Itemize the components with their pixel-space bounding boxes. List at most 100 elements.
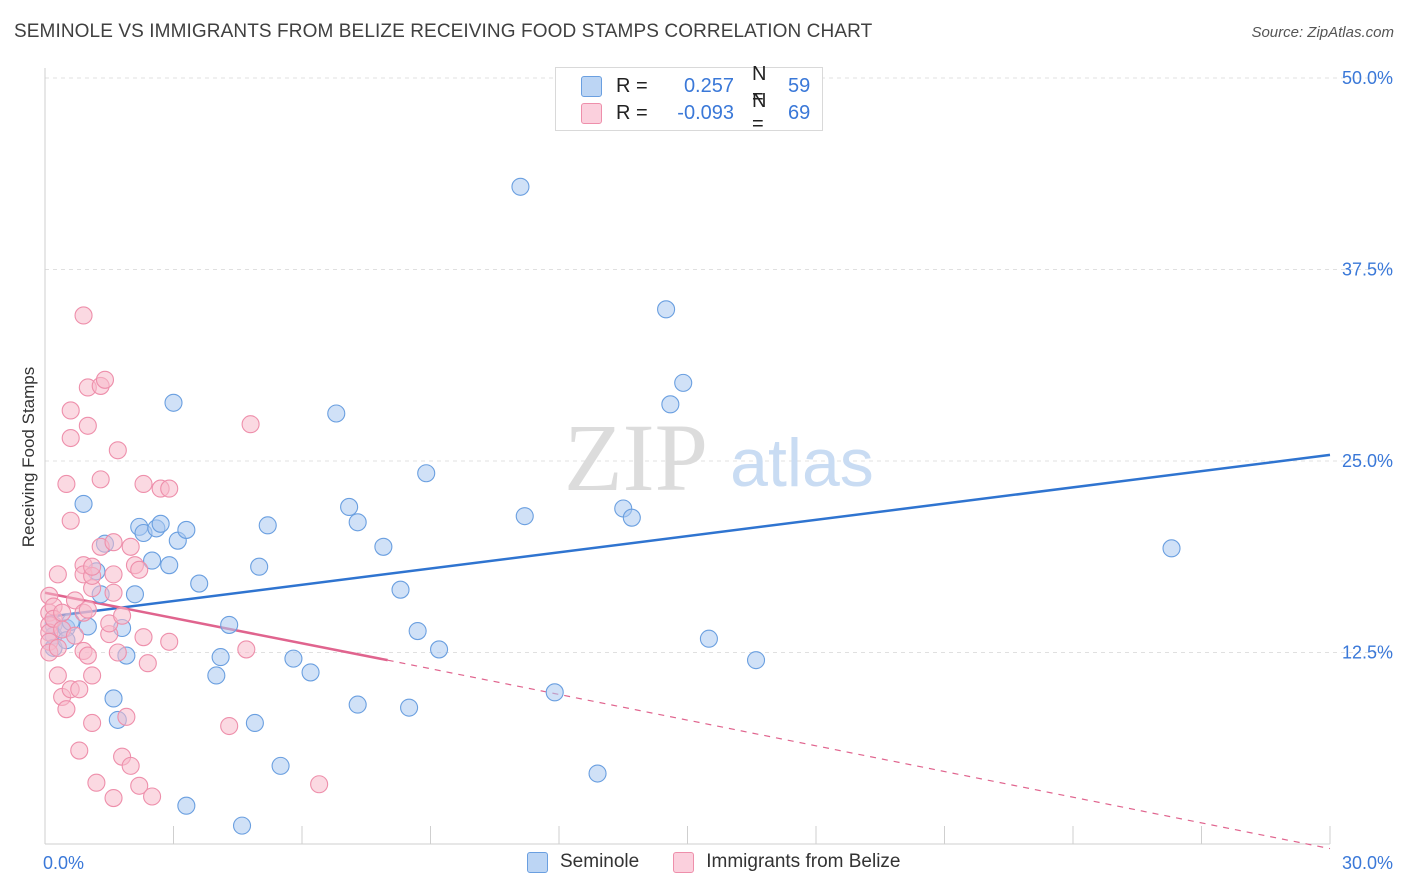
data-point (108, 643, 127, 662)
legend-n-value: 69 (788, 101, 811, 124)
data-point (57, 474, 76, 494)
correlation-legend: R = 0.257 N = 59 R = -0.093 N = 69 (555, 63, 823, 135)
y-tick-label: 37.5% (1342, 260, 1393, 280)
data-point (177, 520, 196, 539)
data-point (408, 622, 427, 641)
data-point (151, 514, 170, 533)
data-point (91, 470, 110, 489)
data-point (61, 511, 80, 530)
data-point (78, 646, 97, 665)
data-point (160, 556, 179, 575)
watermark-atlas: atlas (730, 425, 874, 501)
data-point (104, 689, 123, 708)
watermark-zip: ZIP (564, 404, 708, 511)
source-label: Source: ZipAtlas.com (1251, 24, 1394, 41)
data-point (83, 557, 102, 576)
y-tick-label: 12.5% (1342, 643, 1393, 663)
data-point (160, 632, 179, 651)
x-tick-label: 0.0% (43, 853, 84, 873)
data-point (61, 428, 80, 448)
data-point (48, 565, 67, 584)
data-point (348, 513, 367, 532)
data-point (164, 393, 183, 412)
data-point (190, 574, 209, 593)
data-point (661, 395, 680, 414)
data-point (130, 560, 149, 579)
data-point (232, 816, 252, 835)
data-point (83, 713, 102, 733)
data-point (746, 651, 766, 670)
data-point (284, 649, 303, 668)
data-point (327, 404, 346, 423)
y-axis-label: Receiving Food Stamps (19, 367, 38, 547)
data-point (78, 600, 97, 619)
data-point (220, 716, 239, 736)
legend-swatch-belize (581, 102, 602, 124)
y-tick-label: 25.0% (1342, 451, 1393, 471)
data-point (241, 415, 260, 434)
data-point (70, 741, 89, 760)
data-point (125, 585, 144, 604)
axes (44, 68, 1331, 845)
data-point (207, 666, 226, 685)
data-point (87, 773, 106, 792)
data-point (134, 628, 153, 647)
tick-labels: 12.5% 25.0% 37.5% 50.0% 0.0% 30.0% (43, 68, 1393, 873)
trendline (44, 591, 388, 662)
data-point (301, 663, 320, 682)
data-point (65, 626, 85, 645)
legend-r-label: R = (616, 74, 648, 97)
legend-r-value: 0.257 (683, 74, 734, 97)
data-point (430, 640, 449, 659)
data-point (143, 551, 162, 570)
data-point (511, 177, 530, 196)
data-point (134, 474, 153, 494)
grid-lines (45, 77, 1392, 653)
data-point (121, 756, 140, 775)
data-point (674, 373, 693, 392)
data-point (340, 497, 359, 517)
legend-n-label: N = (752, 90, 767, 135)
data-point (138, 654, 157, 673)
data-point (95, 370, 115, 389)
data-point (104, 788, 123, 808)
y-tick-label: 50.0% (1342, 68, 1393, 88)
watermark: ZIP atlas (564, 404, 874, 511)
legend-item-belize[interactable]: Immigrants from Belize (673, 851, 901, 873)
trendline (44, 453, 1331, 619)
data-point (220, 615, 239, 634)
data-point (310, 775, 329, 794)
data-point (258, 516, 277, 535)
legend-row-seminole: R = 0.257 N = 59 (581, 63, 810, 108)
data-point (48, 638, 67, 657)
data-point (250, 557, 269, 576)
data-point (400, 698, 419, 717)
legend-swatch-seminole (527, 851, 548, 873)
data-point (348, 695, 367, 714)
data-point (545, 683, 564, 702)
legend-swatch-belize (673, 851, 695, 873)
data-point (108, 441, 127, 460)
data-point (121, 537, 140, 556)
legend-r-label: R = (616, 101, 648, 124)
data-point (104, 565, 123, 584)
data-point (48, 666, 67, 685)
data-point (83, 666, 102, 685)
data-point (74, 494, 93, 513)
data-point (143, 787, 162, 806)
data-point (245, 713, 264, 733)
data-point (74, 306, 93, 325)
data-point (391, 580, 410, 599)
data-point (271, 756, 290, 775)
data-point (417, 464, 436, 483)
data-point (117, 707, 136, 726)
legend-item-seminole[interactable]: Seminole (527, 851, 639, 873)
legend-label-belize: Immigrants from Belize (706, 851, 901, 872)
legend-swatch-seminole (581, 75, 602, 97)
data-point (65, 591, 85, 610)
data-point (53, 603, 72, 622)
data-points (40, 177, 1181, 835)
data-point (657, 300, 676, 319)
legend-row-belize: R = -0.093 N = 69 (581, 90, 811, 135)
